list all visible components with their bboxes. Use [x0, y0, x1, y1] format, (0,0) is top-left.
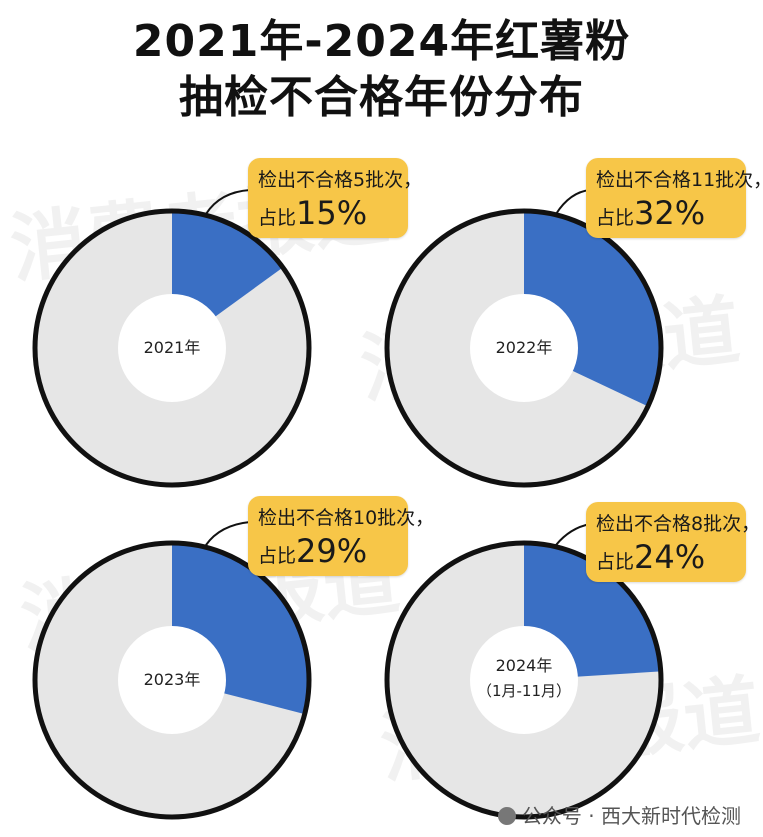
connector-2024: [555, 523, 591, 546]
callout-2022-batches: 检出不合格11批次，: [596, 169, 763, 191]
callout-2021-share: 占比15%: [258, 196, 367, 235]
center-label-2023: 2023年: [143, 670, 201, 689]
callout-2024-share-prefix: 占比: [596, 551, 635, 573]
pie-chart-2021: [32, 208, 312, 488]
pie-2021-center-hole: [118, 294, 226, 402]
callout-2023: 检出不合格10批次， 占比29%: [248, 496, 434, 576]
wechat-icon: [497, 807, 516, 825]
connector-2023: [205, 521, 251, 546]
pie-chart-2024: [384, 540, 664, 820]
callout-2023-share-value: 29%: [296, 532, 368, 570]
pie-2023-outline: [32, 540, 312, 820]
center-label-2022: 2022年: [495, 338, 553, 357]
chart-title-line2: 抽检不合格年份分布: [179, 72, 584, 123]
callout-2021-share-prefix: 占比: [258, 207, 297, 229]
callout-2022-share-value: 32%: [634, 194, 706, 232]
callout-2024-share: 占比24%: [596, 540, 705, 579]
center-label-2024: 2024年: [495, 656, 553, 675]
pie-2022-outline: [384, 208, 664, 488]
callout-2022-share: 占比32%: [596, 196, 705, 235]
callout-2023-share-prefix: 占比: [258, 545, 297, 567]
callout-2023-share: 占比29%: [258, 534, 367, 573]
pie-chart-2022: [384, 208, 664, 488]
callout-2024: 检出不合格8批次， 占比24%: [586, 502, 760, 582]
callout-2021-batches: 检出不合格5批次，: [258, 169, 423, 191]
pie-2021-outline: [32, 208, 312, 488]
callout-2021: 检出不合格5批次， 占比15%: [248, 158, 422, 238]
callout-2024-batches: 检出不合格8批次，: [596, 513, 761, 535]
pie-2024-outline: [384, 540, 664, 820]
callout-2022: 检出不合格11批次， 占比32%: [586, 158, 763, 238]
center-sublabel-2024: （1月-11月）: [476, 682, 572, 700]
connector-2021: [205, 189, 251, 215]
footer-source: 公众号 · 西大新时代检测: [497, 800, 741, 829]
chart-title-line1: 2021年-2024年红薯粉: [132, 16, 631, 67]
callout-2021-share-value: 15%: [296, 194, 368, 232]
pie-2024-center-hole: [470, 626, 578, 734]
callout-2024-share-value: 24%: [634, 538, 706, 576]
pie-2022-center-hole: [470, 294, 578, 402]
callout-2023-batches: 检出不合格10批次，: [258, 507, 435, 529]
pie-chart-2023: [32, 540, 312, 820]
center-label-2021: 2021年: [143, 338, 201, 357]
callout-2022-share-prefix: 占比: [596, 207, 635, 229]
pie-2023-center-hole: [118, 626, 226, 734]
footer-source-text: 公众号 · 西大新时代检测: [521, 804, 741, 828]
connector-2022: [555, 189, 591, 215]
